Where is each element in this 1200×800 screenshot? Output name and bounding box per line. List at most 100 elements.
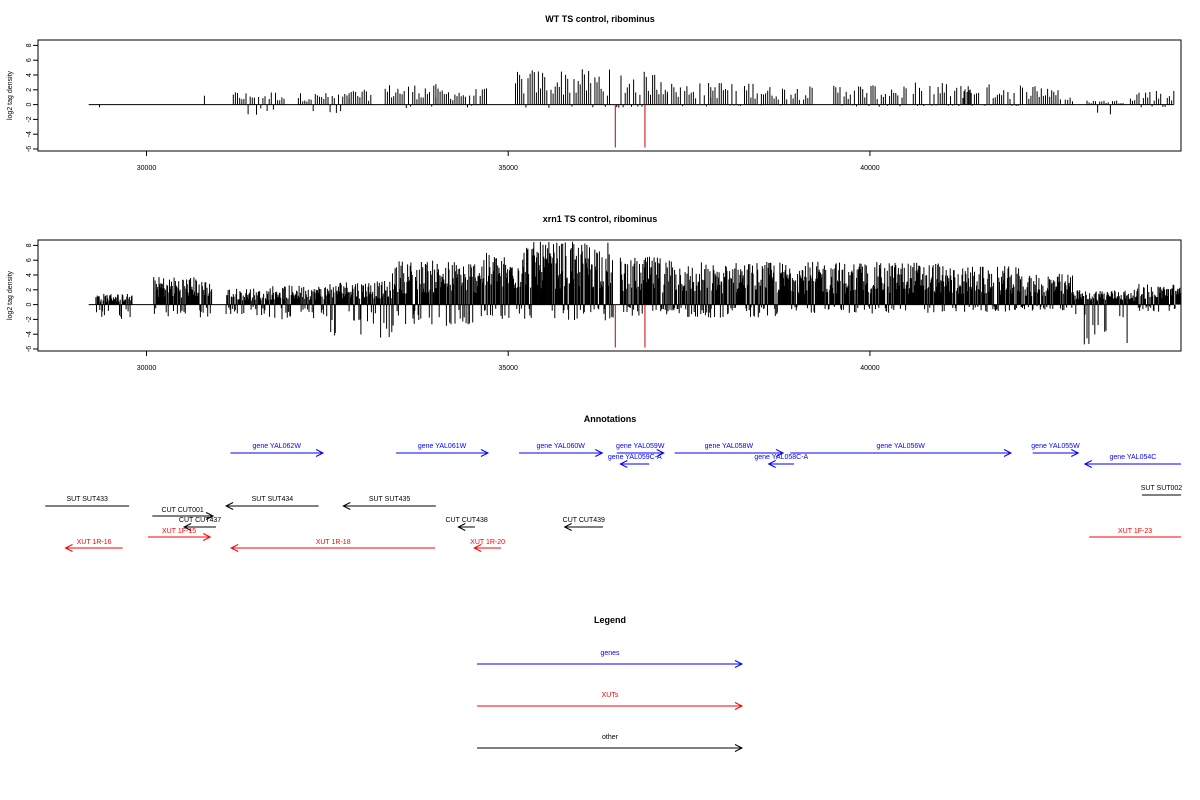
feature-arrowhead	[595, 449, 604, 457]
legend-arrowhead	[734, 660, 744, 668]
feature-other: CUT CUT438	[445, 517, 488, 531]
feature-label: XUT 1R-16	[77, 539, 112, 546]
feature-gene: gene YAL058W	[674, 443, 785, 457]
feature-other: CUT CUT001	[152, 507, 215, 520]
annotations-title: Annotations	[584, 414, 637, 424]
feature-other: SUT SUT434	[224, 496, 319, 510]
feature-other: CUT CUT439	[563, 517, 605, 531]
feature-xut: XUT 1R-18	[230, 539, 436, 552]
y-tick-label: 8	[26, 243, 33, 247]
y-tick-label: -6	[26, 146, 33, 152]
feature-gene: gene YAL060W	[519, 443, 604, 457]
feature-label: SUT SUT435	[369, 496, 411, 503]
feature-label: gene YAL062W	[253, 443, 302, 450]
legend: Legend genes XUTs other	[477, 615, 744, 752]
feature-arrowhead	[563, 523, 572, 531]
feature-arrowhead	[183, 523, 192, 531]
chart-title: xrn1 TS control, ribominus	[543, 214, 658, 224]
feature-arrowhead	[1003, 449, 1013, 457]
feature-label: gene YAL055W	[1031, 443, 1080, 450]
feature-label: XUT 1F-15	[162, 528, 196, 535]
feature-arrowhead	[224, 502, 234, 510]
feature-gene: gene YAL055W	[1031, 443, 1080, 457]
feature-label: gene YAL056W	[876, 443, 925, 450]
feature-label: CUT CUT439	[563, 517, 605, 524]
feature-label: SUT SUT002	[1141, 485, 1183, 492]
feature-gene: gene YAL059C-A	[608, 454, 662, 468]
feature-arrowhead	[619, 460, 628, 468]
feature-arrowhead	[480, 449, 490, 457]
feature-gene: gene YAL059W	[616, 443, 665, 457]
legend-item: other	[477, 734, 744, 752]
y-tick-label: 6	[26, 258, 33, 262]
x-tick-label: 30000	[137, 165, 157, 172]
x-tick-label: 40000	[860, 165, 880, 172]
feature-arrowhead	[205, 512, 215, 520]
legend-item: XUTs	[477, 692, 744, 710]
legend-arrowhead	[734, 744, 744, 752]
legend-label: other	[602, 734, 619, 741]
x-tick-label: 40000	[860, 365, 880, 372]
plot-frame	[37, 239, 1182, 352]
feature-label: XUT 1R-18	[316, 539, 351, 546]
feature-gene: gene YAL062W	[230, 443, 325, 457]
y-axis-label: log2 tag density	[7, 70, 14, 120]
feature-label: gene YAL058C-A	[754, 454, 808, 461]
feature-arrowhead	[1071, 449, 1080, 457]
legend-title: Legend	[594, 615, 626, 625]
feature-label: XUT 1F-23	[1118, 528, 1152, 535]
y-tick-label: 0	[26, 103, 33, 107]
feature-label: gene YAL058W	[705, 443, 754, 450]
annotations-panel: Annotations gene YAL062W gene YAL061W gene …	[45, 414, 1182, 552]
density-bars	[99, 69, 1175, 115]
feature-arrowhead	[775, 449, 785, 457]
feature-other: CUT CUT437	[179, 517, 221, 531]
feature-label: gene YAL059C-A	[608, 454, 662, 461]
feature-gene: gene YAL061W	[396, 443, 490, 457]
feature-label: XUT 1R-20	[470, 539, 505, 546]
legend-label: genes	[600, 650, 620, 657]
feature-arrowhead	[342, 502, 351, 510]
y-axis-label: log2 tag density	[7, 270, 14, 320]
y-tick-label: 8	[26, 43, 33, 47]
y-tick-label: -4	[26, 131, 33, 137]
y-tick-label: -2	[26, 316, 33, 322]
y-tick-label: -2	[26, 116, 33, 122]
y-tick-label: 4	[26, 73, 33, 77]
feature-label: gene YAL061W	[418, 443, 467, 450]
feature-label: gene YAL060W	[536, 443, 585, 450]
feature-arrowhead	[202, 533, 212, 541]
x-tick-label: 30000	[137, 365, 157, 372]
y-tick-label: 0	[26, 303, 33, 307]
feature-label: CUT CUT001	[162, 507, 204, 514]
feature-arrowhead	[767, 460, 776, 468]
feature-label: SUT SUT434	[252, 496, 294, 503]
track-panel-1: WT TS control, ribominus -6 -4 -2 0 2 4 6 8 log2 …	[7, 14, 1182, 172]
feature-label: SUT SUT433	[66, 496, 108, 503]
feature-arrowhead	[315, 449, 325, 457]
legend-label: XUTs	[602, 692, 619, 699]
feature-xut: XUT 1R-16	[64, 539, 123, 552]
feature-xut: XUT 1F-15	[147, 528, 212, 541]
y-tick-label: 2	[26, 288, 33, 292]
feature-arrowhead	[1083, 460, 1093, 468]
feature-xut: XUT 1R-20	[470, 539, 505, 552]
feature-gene: gene YAL058C-A	[754, 454, 809, 468]
plot-frame	[37, 39, 1182, 152]
feature-other: SUT SUT435	[342, 496, 436, 510]
feature-arrowhead	[230, 544, 239, 552]
density-bars	[95, 241, 1182, 345]
feature-other: SUT SUT433	[45, 496, 130, 507]
feature-label: gene YAL054C	[1109, 454, 1156, 461]
legend-arrowhead	[734, 702, 744, 710]
feature-gene: gene YAL056W	[790, 443, 1013, 457]
x-tick-label: 35000	[498, 365, 518, 372]
feature-other: SUT SUT002	[1141, 485, 1183, 496]
y-tick-label: 2	[26, 88, 33, 92]
chart-title: WT TS control, ribominus	[545, 14, 655, 24]
y-tick-label: -6	[26, 346, 33, 352]
y-tick-label: 6	[26, 58, 33, 62]
feature-xut: XUT 1F-23	[1089, 528, 1181, 538]
feature-label: gene YAL059W	[616, 443, 665, 450]
